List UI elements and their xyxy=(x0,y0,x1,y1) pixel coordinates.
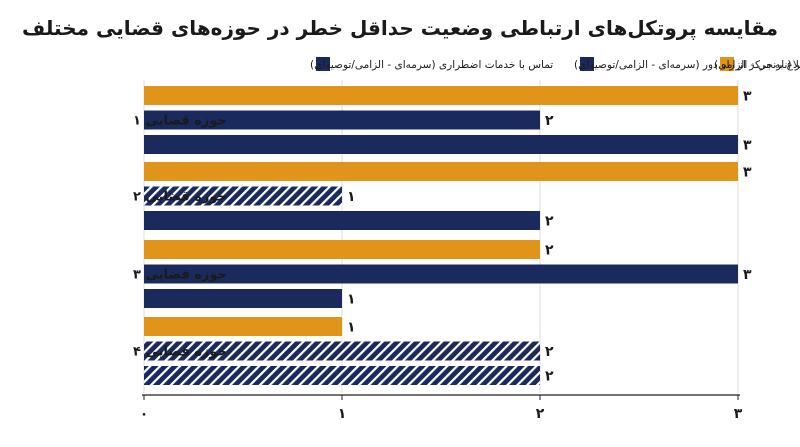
bar-4-2 xyxy=(144,341,540,361)
value-label-2-2: ۱ xyxy=(347,189,356,205)
category-label-4: حوزه قضایی ۴ xyxy=(133,345,227,360)
bar-1-1 xyxy=(144,86,738,105)
chart-title: مقایسه پروتکل‌های ارتباطی وضعیت حداقل خط… xyxy=(22,16,778,41)
x-tick-label-0: ۰ xyxy=(140,406,149,422)
bar-3-3 xyxy=(144,289,342,308)
value-label-2-3: ۲ xyxy=(545,214,554,230)
value-label-4-1: ۱ xyxy=(347,320,356,336)
value-label-1-1: ۳ xyxy=(743,89,752,105)
value-label-1-2: ۲ xyxy=(545,113,554,129)
bars: ۳ ۲ ۳ ۳ ۱ ۲ ۲ ۳ ۱ ۱ ۲ ۲ xyxy=(144,86,752,385)
value-label-3-2: ۳ xyxy=(743,267,752,283)
value-label-2-1: ۳ xyxy=(743,165,752,181)
category-labels: حوزه قضایی ۱ حوزه قضایی ۲ حوزه قضایی ۳ حوزه… xyxy=(133,114,227,360)
legend-label-1: چراغ خطر (نارنجی - الزامی) xyxy=(714,59,800,71)
x-tick-label-3: ۳ xyxy=(734,406,743,422)
category-label-3: حوزه قضایی ۳ xyxy=(133,268,227,283)
bar-2-3 xyxy=(144,211,540,230)
value-label-3-3: ۱ xyxy=(347,292,356,308)
grid xyxy=(143,80,739,393)
bar-3-1 xyxy=(144,240,540,259)
bar-4-3 xyxy=(144,366,540,385)
value-label-3-1: ۲ xyxy=(545,243,554,259)
bar-2-2 xyxy=(144,186,342,206)
legend-swatch-3 xyxy=(316,57,330,71)
x-tick-label-1: ۱ xyxy=(338,406,347,422)
bar-2-1 xyxy=(144,162,738,181)
bar-1-2 xyxy=(144,110,540,130)
category-label-1: حوزه قضایی ۱ xyxy=(133,114,227,129)
legend-swatch-2 xyxy=(580,57,594,71)
category-label-2: حوزه قضایی ۲ xyxy=(133,190,227,205)
x-tick-label-2: ۲ xyxy=(536,406,545,422)
value-label-1-3: ۳ xyxy=(743,138,752,154)
value-label-4-3: ۲ xyxy=(545,369,554,385)
bar-1-3 xyxy=(144,135,738,154)
legend-swatch-1 xyxy=(720,57,734,71)
bar-3-2 xyxy=(144,264,738,284)
legend-label-2: اطلاع به مرکز از راه دور (سرمه‌ای - الزا… xyxy=(574,59,800,71)
legend: چراغ خطر (نارنجی - الزامی)اطلاع به مرکز … xyxy=(310,57,800,71)
x-axis: ۰ ۱ ۲ ۳ xyxy=(140,394,743,422)
value-label-4-2: ۲ xyxy=(545,344,554,360)
bar-4-1 xyxy=(144,317,342,336)
legend-label-3: تماس با خدمات اضطراری (سرمه‌ای - الزامی/… xyxy=(310,59,553,71)
